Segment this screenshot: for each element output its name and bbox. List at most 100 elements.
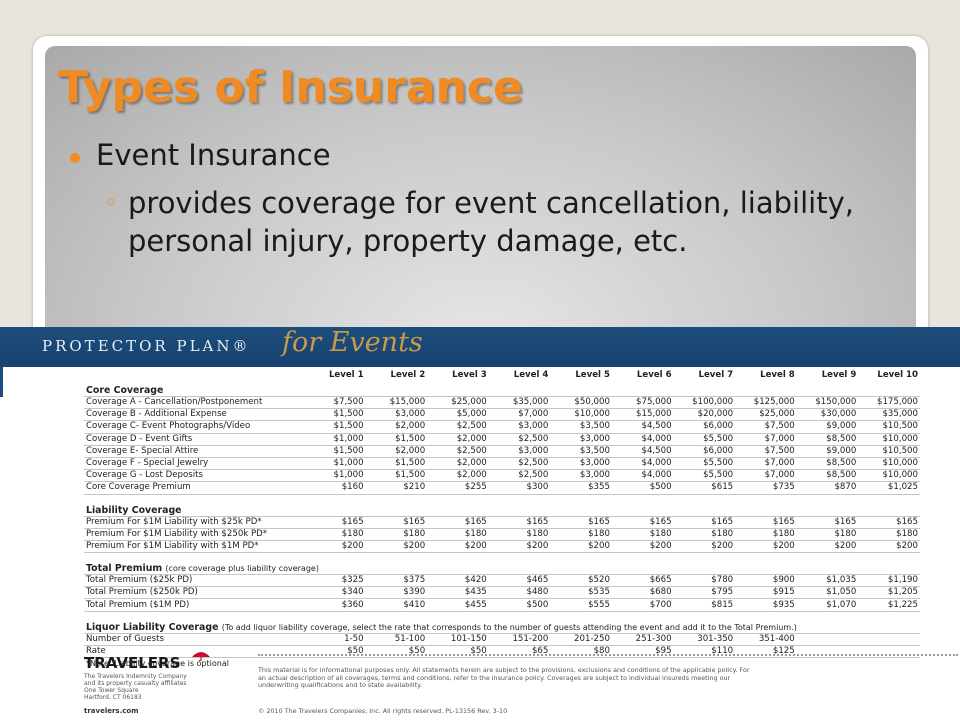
row-value: $1,205: [858, 586, 920, 600]
row-value: $180: [427, 528, 489, 541]
row-value: $15,000: [611, 408, 674, 422]
umbrella-icon: [192, 652, 210, 661]
row-value: $7,500: [304, 396, 366, 410]
row-value: $665: [611, 574, 674, 588]
row-value: $175,000: [858, 396, 920, 410]
row-value: $390: [365, 586, 428, 600]
section-title: Total Premium: [86, 563, 163, 575]
row-value: $2,000: [427, 457, 489, 471]
level-header: Level 10: [877, 370, 918, 380]
table-row: Coverage G - Lost Deposits $1,000 $1,500 $2…: [84, 469, 920, 483]
sub-bullet-ring-icon: ◦: [104, 189, 119, 217]
row-value: $2,000: [427, 433, 489, 446]
row-value: $3,000: [550, 469, 612, 483]
empty-cell: [858, 633, 920, 646]
row-value: $25,000: [735, 408, 797, 422]
row-value: $180: [858, 528, 920, 541]
rate-sheet-image: PROTECTOR PLAN® for Events Level 1 Level …: [0, 327, 960, 720]
table-row: Premium For $1M Liability with $250k PD*…: [84, 528, 920, 541]
row-value: $1,000: [304, 433, 366, 446]
row-value: $3,000: [550, 433, 612, 446]
row-value: $465: [488, 574, 551, 588]
level-header-row: Level 1 Level 2 Level 3 Level 4 Level 5 Level…: [84, 363, 920, 381]
row-value: $165: [796, 516, 859, 529]
row-value: $165: [858, 516, 920, 529]
section-heading: Total Premium (core coverage plus liabil…: [84, 559, 920, 576]
row-value: $4,000: [611, 433, 674, 446]
row-label: Premium For $1M Liability with $25k PD*: [84, 516, 304, 529]
row-label: Coverage F - Special Jewelry: [84, 457, 304, 471]
row-value: $20,000: [673, 408, 736, 422]
bullet-dot-icon: [70, 153, 80, 163]
row-label: Coverage E- Special Attire: [84, 445, 304, 458]
table-row: Total Premium ($1M PD) $360 $410 $455 $500 $5…: [84, 598, 920, 612]
row-value: $15,000: [365, 396, 428, 410]
row-value: $1,025: [858, 481, 920, 495]
row-value: $1,500: [365, 433, 428, 446]
row-value: $7,000: [488, 408, 551, 422]
row-value: $150,000: [796, 396, 859, 410]
row-value: $165: [735, 516, 797, 529]
copyright-text: © 2010 The Travelers Companies, Inc. All…: [258, 707, 508, 715]
row-value: $35,000: [488, 396, 551, 410]
bullet-text: Event Insurance: [96, 138, 331, 172]
row-value: $200: [735, 540, 797, 554]
section-heading: Liquor Liability Coverage (To add liquor…: [84, 617, 920, 634]
row-value: $1,000: [304, 457, 366, 471]
row-value: $795: [673, 586, 736, 600]
row-value: $7,000: [735, 469, 797, 483]
row-value: $30,000: [796, 408, 859, 422]
section-row-liability: Liability Coverage: [84, 500, 920, 517]
row-value: $535: [550, 586, 612, 600]
row-value: $455: [427, 598, 489, 612]
website-link[interactable]: travelers.com: [84, 707, 139, 715]
row-value: $200: [304, 540, 366, 554]
row-value: $3,000: [488, 420, 551, 434]
row-value: $1,070: [796, 598, 859, 612]
row-value: $420: [427, 574, 489, 588]
guests-value: 201-250: [550, 633, 612, 646]
row-value: $160: [304, 481, 366, 495]
section-row-liquor: Liquor Liability Coverage (To add liquor…: [84, 617, 920, 634]
row-value: $900: [735, 574, 797, 588]
guests-row: Number of Guests 1-50 51-100 101-150 151-200…: [84, 633, 920, 646]
row-value: $520: [550, 574, 612, 588]
row-value: $180: [735, 528, 797, 541]
level-header: Level 2: [390, 370, 426, 380]
row-value: $9,000: [796, 445, 859, 458]
row-value: $25,000: [427, 396, 489, 410]
row-label: Total Premium ($250k PD): [84, 586, 304, 600]
row-value: $1,000: [304, 469, 366, 483]
level-header: Level 5: [575, 370, 610, 380]
row-value: $165: [365, 516, 428, 529]
row-value: $2,500: [427, 420, 489, 434]
section-title: Liquor Liability Coverage: [86, 621, 219, 633]
row-value: $200: [796, 540, 859, 554]
footnote-row: *Note: Liability coverage is optional: [84, 658, 920, 670]
row-value: $10,000: [858, 457, 920, 471]
level-header: Level 4: [513, 370, 549, 380]
row-value: $165: [427, 516, 489, 529]
row-value: $6,000: [673, 420, 736, 434]
section-heading: Core Coverage: [84, 381, 920, 397]
row-value: $200: [673, 540, 736, 554]
level-header: Level 1: [328, 370, 364, 380]
row-value: $7,500: [735, 420, 797, 434]
row-value: $5,500: [673, 469, 736, 483]
empty-cell: [796, 633, 859, 646]
row-value: $7,500: [735, 445, 797, 458]
row-value: $1,050: [796, 586, 859, 600]
row-value: $35,000: [858, 408, 920, 422]
row-value: $1,190: [858, 574, 920, 588]
row-label: Premium For $1M Liability with $1M PD*: [84, 540, 304, 554]
guests-value: 101-150: [427, 633, 489, 646]
row-value: $180: [673, 528, 736, 541]
section-row-total: Total Premium (core coverage plus liabil…: [84, 559, 920, 576]
row-value: $2,000: [365, 445, 428, 458]
table-row: Core Coverage Premium $160 $210 $255 $300 $35…: [84, 481, 920, 495]
row-value: $5,500: [673, 457, 736, 471]
banner-edge: [0, 367, 3, 397]
table-row: Coverage C- Event Photographs/Video $1,50…: [84, 420, 920, 434]
row-value: $10,000: [858, 469, 920, 483]
dotted-divider: [258, 654, 958, 656]
